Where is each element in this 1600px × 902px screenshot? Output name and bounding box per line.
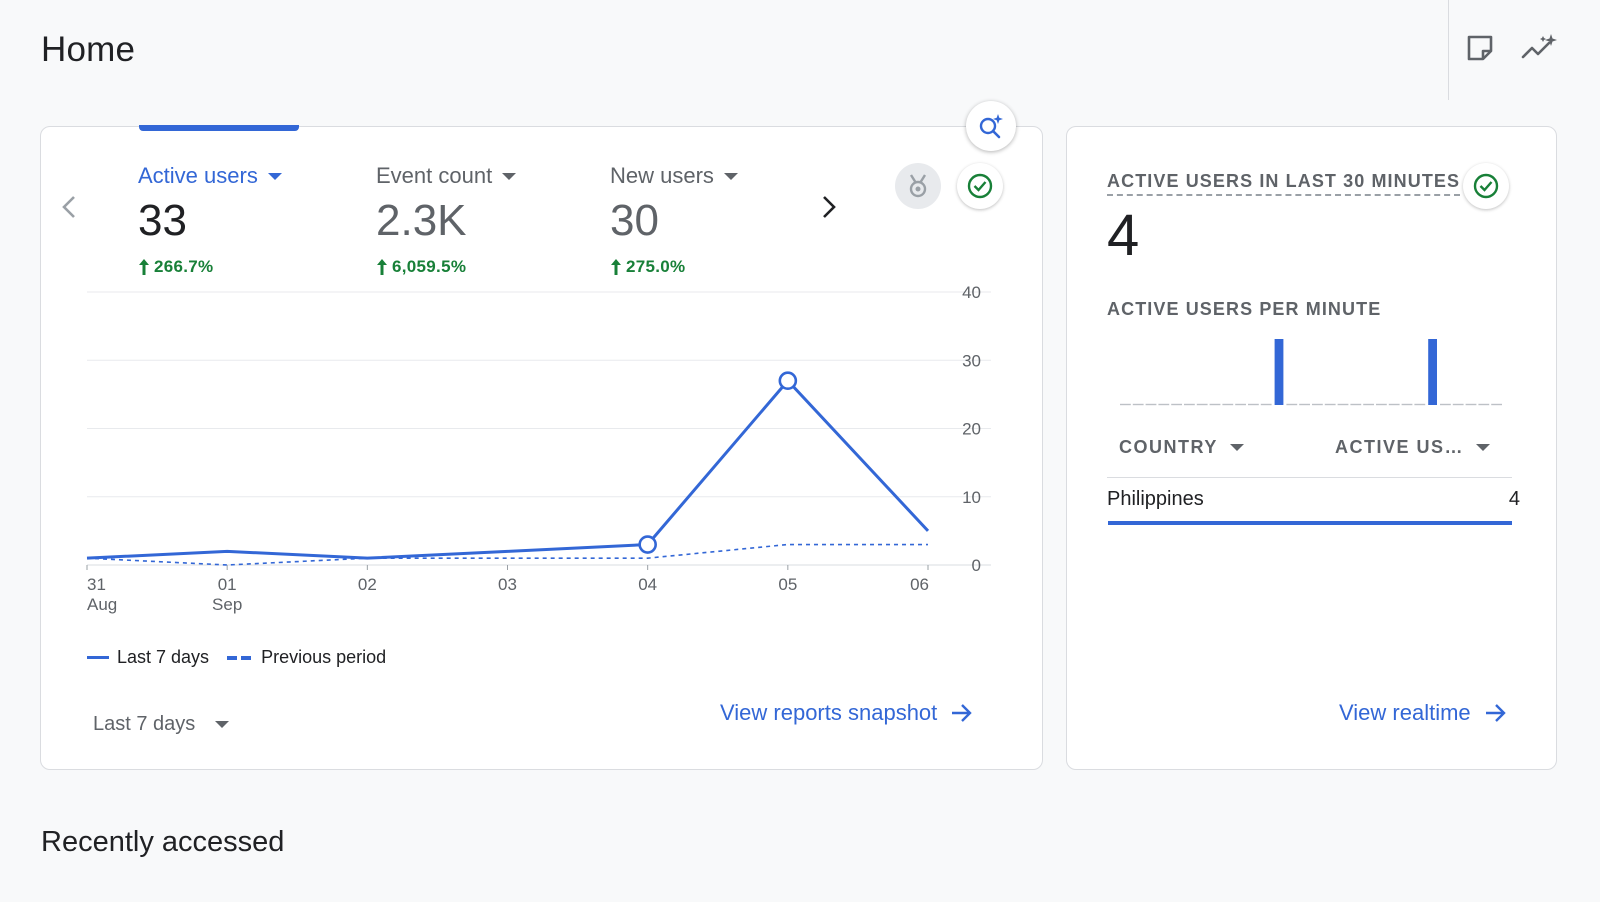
prev-metric-button[interactable] <box>51 189 87 225</box>
check-circle-icon[interactable] <box>957 163 1003 209</box>
view-realtime-link[interactable]: View realtime <box>1339 700 1507 726</box>
x-tick-label: 31 <box>87 575 106 594</box>
insights-sparkle-icon[interactable] <box>1520 28 1560 68</box>
x-tick-label: 02 <box>358 575 377 594</box>
column-label: COUNTRY <box>1119 437 1218 457</box>
legend-current-label: Last 7 days <box>117 647 210 667</box>
view-reports-snapshot-link[interactable]: View reports snapshot <box>720 700 973 726</box>
link-label: View reports snapshot <box>720 700 938 725</box>
chart-legend: Last 7 days Previous period <box>87 647 386 668</box>
metric-active-users[interactable]: Active users 33 266.7% <box>138 163 282 277</box>
metric-value: 30 <box>610 196 659 245</box>
x-tick-label: 05 <box>778 575 797 594</box>
metric-value: 33 <box>138 196 187 245</box>
metric-label: Event count <box>376 163 493 188</box>
table-row-country: Philippines <box>1107 488 1204 510</box>
note-icon[interactable] <box>1460 28 1500 68</box>
metric-change-value: 6,059.5% <box>392 257 467 276</box>
metric-change-value: 266.7% <box>154 257 214 276</box>
x-tick-label: 03 <box>498 575 517 594</box>
table-row-value: 4 <box>1508 488 1520 510</box>
realtime-title: ACTIVE USERS IN LAST 30 MINUTES <box>1107 171 1461 196</box>
ai-search-icon[interactable] <box>966 101 1016 151</box>
dropdown-arrow-icon <box>1476 444 1491 451</box>
link-label: View realtime <box>1339 700 1471 725</box>
metric-event-count[interactable]: Event count 2.3K 6,059.5% <box>376 163 517 277</box>
realtime-value: 4 <box>1107 203 1140 268</box>
legend-swatch-dashed <box>227 655 252 660</box>
realtime-card: ACTIVE USERS IN LAST 30 MINUTES 4 ACTIVE… <box>1066 126 1557 770</box>
y-tick-label: 10 <box>962 488 981 507</box>
metric-change: 275.0% <box>610 257 738 277</box>
y-tick-label: 30 <box>962 351 981 370</box>
active-tab-indicator <box>139 125 299 131</box>
metric-change: 6,059.5% <box>376 257 516 277</box>
metric-selector[interactable]: New users <box>610 163 738 189</box>
minute-bar <box>1274 339 1284 405</box>
arrow-up-icon <box>611 259 621 275</box>
dropdown-arrow-icon <box>215 721 230 728</box>
dropdown-arrow-icon <box>1229 444 1244 451</box>
x-tick-label: 04 <box>638 575 657 594</box>
country-column-header[interactable]: COUNTRY <box>1119 437 1244 458</box>
y-tick-label: 20 <box>962 420 981 439</box>
metric-value: 2.3K <box>376 196 467 245</box>
dropdown-arrow-icon <box>267 172 282 180</box>
legend-swatch-solid <box>87 656 109 659</box>
metric-selector[interactable]: Active users <box>138 163 282 189</box>
series-line-current <box>86 379 930 560</box>
metric-change: 266.7% <box>138 257 282 277</box>
legend-previous-label: Previous period <box>261 647 387 667</box>
table-divider <box>1107 477 1512 478</box>
dropdown-arrow-icon <box>723 172 738 180</box>
date-range-label: Last 7 days <box>93 713 196 735</box>
per-minute-bar-chart <box>1120 339 1502 406</box>
dropdown-arrow-icon <box>502 172 517 180</box>
check-circle-icon[interactable] <box>1463 163 1509 209</box>
metric-label: New users <box>610 163 714 188</box>
arrow-up-icon <box>139 259 149 275</box>
overview-card: Active users 33 266.7% Event count 2.3K … <box>40 101 1043 770</box>
minute-bar <box>1428 339 1437 405</box>
per-minute-label: ACTIVE USERS PER MINUTE <box>1107 299 1382 319</box>
x-tick-sublabel: Sep <box>212 595 242 614</box>
header-divider <box>1448 0 1449 100</box>
column-label: ACTIVE US… <box>1335 437 1465 457</box>
y-tick-label: 0 <box>972 556 981 575</box>
metric-change-value: 275.0% <box>626 257 686 276</box>
arrow-right-icon <box>952 704 972 722</box>
x-tick-label: 06 <box>910 575 929 594</box>
page-title: Home <box>41 30 136 69</box>
table-row-bar <box>1108 521 1512 525</box>
medal-icon[interactable] <box>895 163 941 209</box>
y-tick-label: 40 <box>962 283 981 302</box>
date-range-selector[interactable]: Last 7 days <box>93 713 230 736</box>
arrow-right-icon <box>1485 704 1506 722</box>
active-users-column-header[interactable]: ACTIVE US… <box>1335 437 1491 458</box>
series-line-previous <box>86 543 928 566</box>
next-metric-button[interactable] <box>811 189 847 225</box>
metric-label: Active users <box>138 163 258 188</box>
x-tick-sublabel: Aug <box>87 595 117 614</box>
data-point-marker <box>638 535 657 554</box>
metric-selector[interactable]: Event count <box>376 163 517 189</box>
recently-accessed-title: Recently accessed <box>41 826 285 858</box>
metric-new-users[interactable]: New users 30 275.0% <box>610 163 738 277</box>
x-tick-label: 01 <box>218 575 237 594</box>
data-point-marker <box>778 371 798 391</box>
arrow-up-icon <box>377 259 387 275</box>
